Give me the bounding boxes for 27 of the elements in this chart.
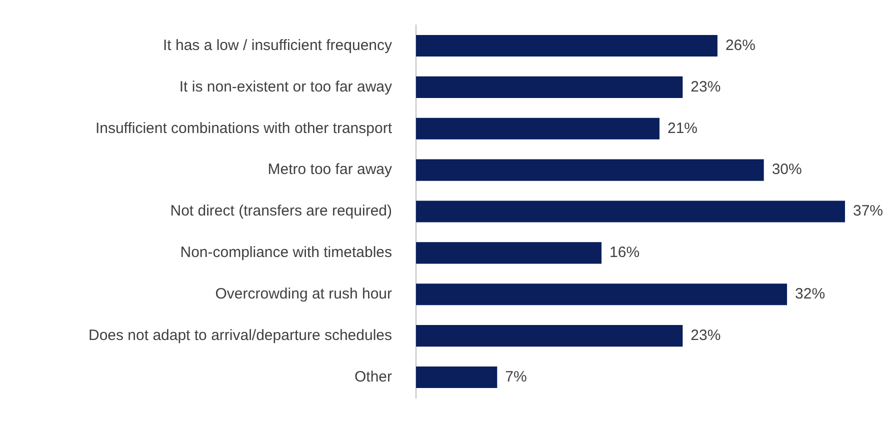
bar: [416, 325, 683, 347]
bar: [416, 34, 718, 56]
bar: [416, 284, 788, 306]
data-label: 32%: [795, 286, 826, 303]
y-tick-label: Insufficient combinations with other transport: [95, 120, 393, 137]
bar: [416, 118, 660, 140]
data-label: 21%: [667, 120, 698, 137]
bar: [416, 366, 498, 388]
bar: [416, 200, 845, 222]
y-tick-label: Metro too far away: [268, 161, 392, 178]
data-label: 23%: [690, 326, 721, 344]
y-tick-label: Non-compliance with timetables: [180, 244, 392, 262]
bar: [416, 242, 602, 264]
data-label: 26%: [725, 36, 756, 54]
y-tick-label: Not direct (transfers are required): [170, 202, 392, 220]
y-tick-label: Does not adapt to arrival/departure schedules: [88, 326, 392, 344]
bar: [416, 159, 764, 181]
y-tick-label: It is non-existent or too far away: [179, 78, 392, 96]
data-label: 30%: [772, 161, 802, 178]
y-tick-label: Other: [354, 368, 392, 386]
y-tick-label: Overcrowding at rush hour: [215, 286, 392, 303]
data-label: 23%: [690, 78, 721, 96]
y-tick-label: It has a low / insufficient frequency: [162, 36, 392, 54]
data-label: 37%: [853, 202, 884, 220]
data-label: 7%: [505, 368, 527, 386]
bar: [416, 76, 683, 98]
data-label: 16%: [610, 244, 640, 262]
